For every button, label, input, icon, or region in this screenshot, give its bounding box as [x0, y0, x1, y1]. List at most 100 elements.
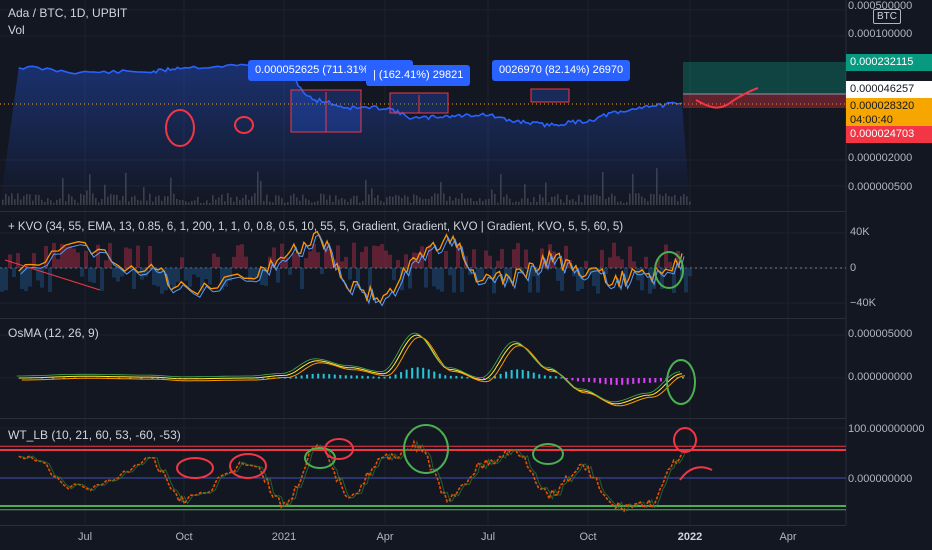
osma-histogram-bar — [521, 369, 524, 379]
osma-histogram-bar — [162, 377, 165, 379]
annotation-circle — [176, 457, 214, 479]
kvo-cloud — [160, 268, 164, 294]
volume-bar — [656, 168, 658, 205]
annotation-circle — [673, 427, 697, 453]
kvo-cloud — [24, 268, 28, 292]
volume-bar — [263, 200, 265, 205]
volume-bar — [188, 202, 190, 205]
kvo-cloud — [316, 252, 320, 268]
kvo-cloud — [236, 245, 240, 268]
pane-separator[interactable] — [0, 211, 846, 212]
osma-histogram-bar — [460, 376, 463, 379]
volume-bar — [668, 195, 670, 205]
kvo-cloud — [560, 268, 564, 291]
kvo-cloud — [380, 244, 384, 268]
volume-legend[interactable]: Vol — [8, 23, 25, 37]
kvo-cloud — [608, 257, 612, 268]
osma-histogram-bar — [477, 378, 480, 379]
position-loss-zone — [683, 94, 846, 108]
volume-bar — [623, 202, 625, 205]
osma-histogram-bar — [632, 378, 635, 384]
volume-bar — [464, 198, 466, 205]
volume-bar — [569, 199, 571, 205]
kvo-cloud — [148, 246, 152, 268]
volume-bar — [134, 195, 136, 205]
osma-legend[interactable]: OsMA (12, 26, 9) — [8, 326, 99, 340]
volume-bar — [278, 195, 280, 205]
volume-bar — [455, 197, 457, 205]
volume-bar — [230, 197, 232, 205]
measure-tooltip: | (162.41%) 29821 — [366, 65, 471, 86]
osma-histogram-bar — [538, 374, 541, 379]
osma-signal-line — [21, 336, 686, 407]
kvo-cloud — [588, 268, 592, 275]
volume-bar — [83, 194, 85, 205]
kvo-pane — [0, 230, 846, 307]
osma-histogram-bar — [488, 377, 491, 379]
osma-histogram-bar — [366, 376, 369, 379]
osma-histogram-bar — [643, 378, 646, 383]
volume-bar — [578, 194, 580, 205]
osma-histogram-bar — [389, 376, 392, 379]
osma-axis-label: 0.000005000 — [848, 328, 913, 340]
volume-bar — [107, 196, 109, 205]
volume-bar — [380, 200, 382, 205]
osma-histogram-bar — [610, 378, 613, 385]
kvo-cloud — [448, 268, 452, 276]
kvo-cloud — [500, 249, 504, 268]
pane-separator[interactable] — [0, 318, 846, 319]
drawing-annotations[interactable] — [165, 87, 759, 481]
symbol-title[interactable]: Ada / BTC, 1D, UPBIT — [8, 6, 128, 20]
kvo-cloud — [56, 259, 60, 268]
volume-bar — [314, 201, 316, 205]
annotation-circle — [666, 359, 696, 405]
kvo-line — [18, 230, 683, 304]
volume-bar — [587, 195, 589, 205]
kvo-cloud — [428, 245, 432, 268]
osma-histogram-bar — [626, 378, 629, 385]
kvo-cloud — [584, 260, 588, 268]
kvo-cloud — [80, 268, 84, 277]
pane-separator[interactable] — [0, 418, 846, 419]
kvo-cloud — [272, 247, 276, 268]
osma-histogram-bar — [510, 370, 513, 379]
volume-bar — [614, 195, 616, 205]
volume-bar — [632, 173, 634, 205]
volume-bar — [557, 194, 559, 205]
volume-bar — [254, 193, 256, 205]
volume-bar — [440, 182, 442, 205]
volume-bar — [377, 195, 379, 205]
kvo-cloud — [232, 256, 236, 268]
osma-macd-line — [18, 334, 683, 405]
kvo-cloud — [376, 246, 380, 268]
volume-bar — [638, 193, 640, 205]
kvo-legend[interactable]: + KVO (34, 55, EMA, 13, 0.85, 6, 1, 200,… — [8, 221, 624, 233]
pane-separator[interactable] — [0, 525, 846, 526]
volume-bar — [335, 195, 337, 205]
volume-bar — [485, 199, 487, 205]
kvo-cloud — [216, 256, 220, 268]
kvo-cloud — [392, 268, 396, 281]
wt-legend[interactable]: WT_LB (10, 21, 60, 53, -60, -53) — [8, 428, 181, 442]
volume-bar — [182, 200, 184, 205]
volume-bar — [308, 200, 310, 205]
kvo-cloud — [612, 242, 616, 268]
kvo-cloud — [404, 254, 408, 268]
kvo-cloud — [556, 268, 560, 281]
kvo-cloud — [144, 268, 148, 277]
volume-bar — [329, 194, 331, 205]
volume-bar — [98, 202, 100, 205]
osma-histogram-bar — [400, 372, 403, 379]
osma-histogram-bar — [659, 378, 662, 382]
volume-bar — [590, 195, 592, 205]
volume-bar — [593, 194, 595, 205]
kvo-cloud — [484, 250, 488, 268]
kvo-cloud — [648, 268, 652, 294]
volume-bar — [14, 199, 16, 205]
volume-bar — [434, 193, 436, 205]
osma-histogram-bar — [438, 373, 441, 379]
volume-bar — [221, 194, 223, 205]
kvo-cloud — [196, 268, 200, 278]
time-axis-label: Jul — [480, 531, 496, 543]
